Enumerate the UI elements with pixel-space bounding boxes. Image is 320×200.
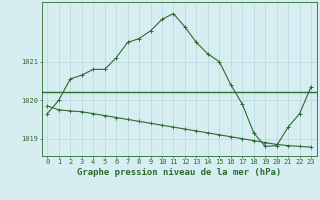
X-axis label: Graphe pression niveau de la mer (hPa): Graphe pression niveau de la mer (hPa): [77, 168, 281, 177]
